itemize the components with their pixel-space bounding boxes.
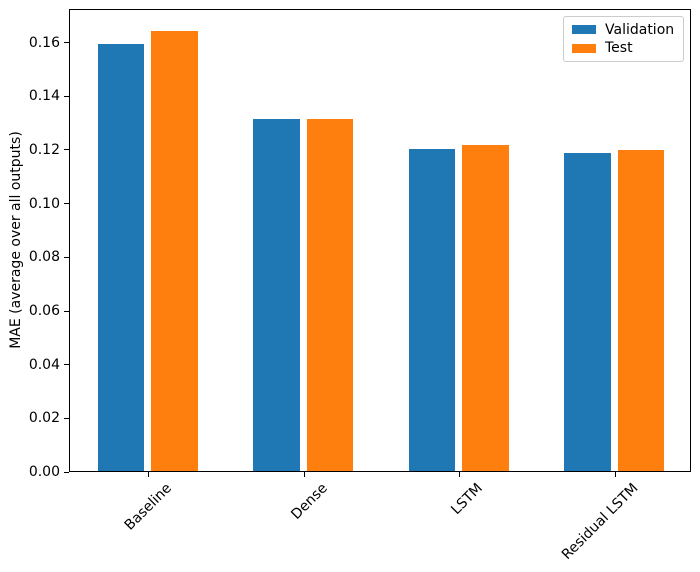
y-tick-mark bbox=[64, 256, 69, 258]
y-tick-mark bbox=[64, 95, 69, 97]
legend-item-test: Test bbox=[572, 40, 675, 56]
y-tick-mark bbox=[64, 417, 69, 419]
legend-label-test: Test bbox=[605, 40, 633, 57]
y-tick-mark bbox=[64, 364, 69, 366]
x-tick-label-dense: Dense bbox=[287, 480, 331, 523]
x-tick-label-lstm: LSTM bbox=[448, 480, 486, 519]
y-tick-label: 0.16 bbox=[28, 34, 60, 51]
y-tick-mark bbox=[64, 471, 69, 473]
y-tick-label: 0.08 bbox=[28, 249, 60, 266]
x-tick-label-residual-lstm: Residual LSTM bbox=[558, 480, 642, 563]
x-tick-label-baseline: Baseline bbox=[121, 480, 175, 534]
bar-test-dense bbox=[306, 119, 354, 471]
bar-validation-dense bbox=[253, 119, 300, 471]
legend-label-validation: Validation bbox=[605, 21, 675, 38]
y-tick-label: 0.14 bbox=[28, 88, 60, 105]
y-tick-mark bbox=[64, 203, 69, 205]
y-tick-label: 0.12 bbox=[28, 141, 60, 158]
bar-test-residual-lstm bbox=[617, 150, 665, 471]
y-tick-mark bbox=[64, 310, 69, 312]
test-color-swatch bbox=[572, 43, 596, 53]
y-tick-label: 0.04 bbox=[28, 356, 60, 373]
y-tick-label: 0.06 bbox=[28, 303, 60, 319]
bar-validation-residual-lstm bbox=[564, 152, 611, 471]
x-tick-mark bbox=[148, 472, 150, 477]
x-tick-mark bbox=[303, 472, 305, 477]
y-tick-mark bbox=[64, 149, 69, 151]
validation-color-swatch bbox=[572, 25, 596, 35]
legend-item-validation: Validation bbox=[572, 22, 675, 38]
x-tick-mark bbox=[459, 472, 461, 477]
bar-test-lstm bbox=[462, 144, 509, 471]
bar-test-baseline bbox=[151, 30, 198, 471]
x-tick-mark bbox=[614, 472, 616, 477]
legend: Validation Test bbox=[563, 16, 684, 62]
y-tick-label: 0.02 bbox=[28, 410, 60, 427]
y-tick-label: 0.00 bbox=[28, 464, 60, 480]
bar-validation-baseline bbox=[97, 44, 145, 471]
y-tick-label: 0.10 bbox=[28, 195, 60, 212]
bar-validation-lstm bbox=[408, 148, 456, 471]
plot-area bbox=[69, 9, 691, 472]
y-tick-mark bbox=[64, 42, 69, 44]
